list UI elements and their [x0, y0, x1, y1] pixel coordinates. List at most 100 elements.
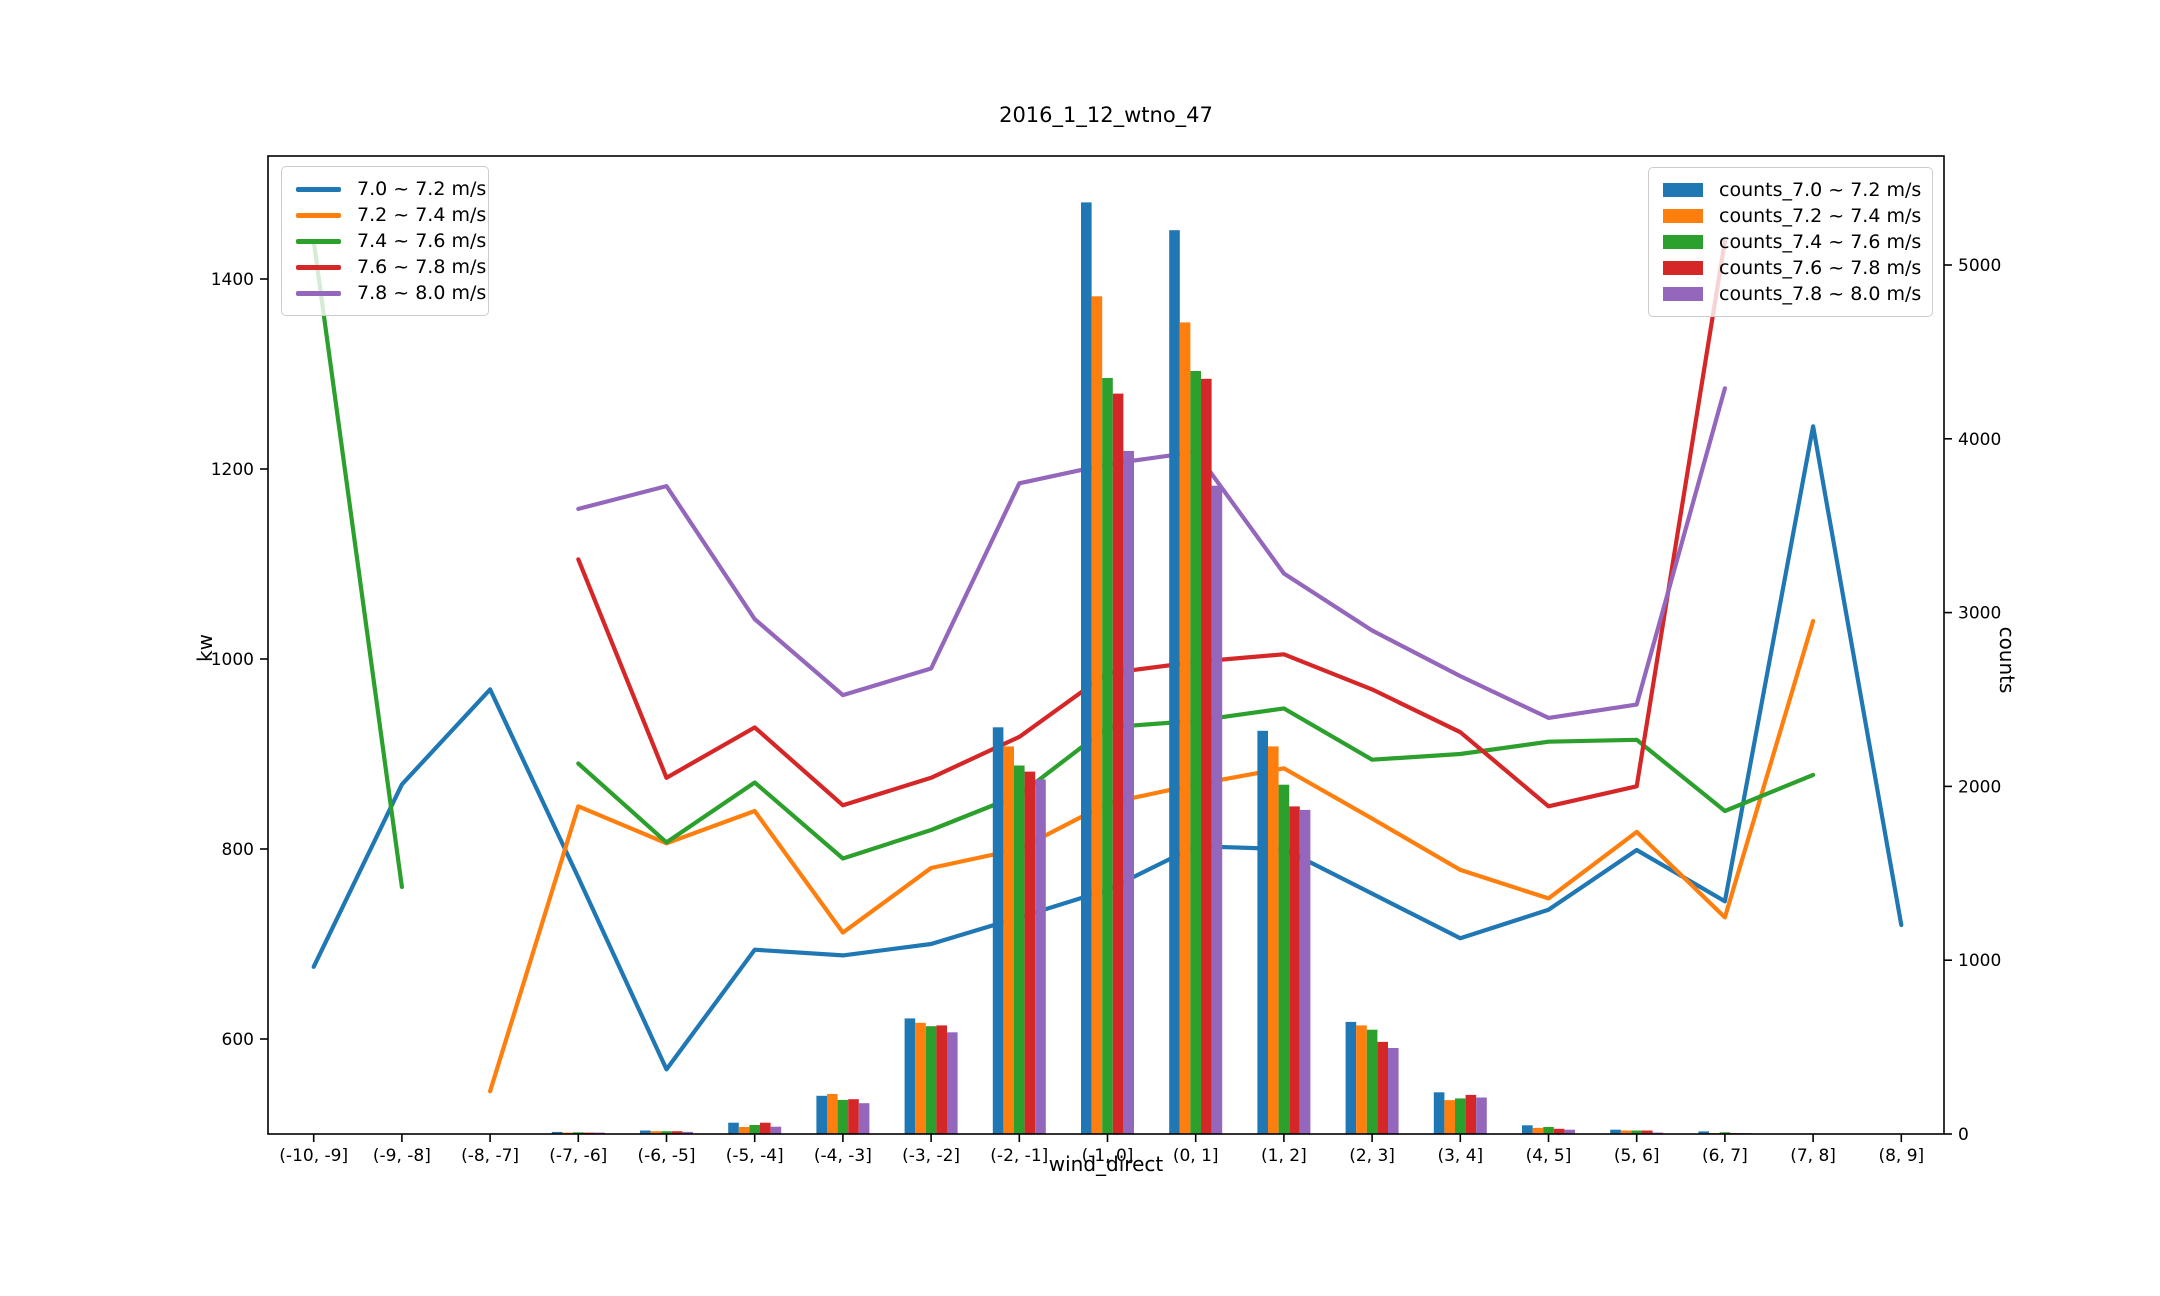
- legend-item: 7.4 ~ 7.6 m/s: [296, 228, 486, 254]
- bar: [1278, 784, 1290, 1134]
- legend-label: counts_7.0 ~ 7.2 m/s: [1719, 179, 1922, 201]
- legend-swatch: [296, 186, 341, 192]
- legend-label: counts_7.4 ~ 7.6 m/s: [1719, 231, 1922, 253]
- legend-label: 7.4 ~ 7.6 m/s: [357, 230, 487, 252]
- bar: [992, 727, 1004, 1134]
- bar: [661, 1131, 672, 1134]
- bar: [551, 1131, 563, 1134]
- bar: [1553, 1128, 1565, 1134]
- bar: [1444, 1100, 1455, 1134]
- bar-series-1: [562, 296, 1720, 1134]
- legend-item: 7.0 ~ 7.2 m/s: [296, 176, 486, 202]
- bar-series-3: [583, 378, 1741, 1135]
- bar: [770, 1126, 782, 1134]
- x-tick-label: (8, 9]: [1878, 1146, 1924, 1166]
- left-axis-ticks: 600 800 1000 1200 1400: [211, 270, 268, 1050]
- bar: [1388, 1048, 1399, 1134]
- bar: [1190, 371, 1201, 1134]
- x-tick-label: (3, 4]: [1437, 1146, 1483, 1166]
- x-tick-label: (2, 3]: [1349, 1146, 1395, 1166]
- bar: [1024, 771, 1036, 1134]
- x-tick-label: (-3, -2]: [902, 1146, 960, 1166]
- x-tick-label: (-7, -6]: [549, 1146, 607, 1166]
- legend-swatch: [1663, 183, 1703, 197]
- bar: [1003, 746, 1014, 1134]
- x-tick-label: (6, 7]: [1702, 1146, 1748, 1166]
- bar: [1532, 1127, 1544, 1134]
- x-tick-label: (-4, -3]: [814, 1146, 872, 1166]
- bar: [728, 1122, 739, 1134]
- x-tick-label: (5, 6]: [1614, 1146, 1660, 1166]
- legend-label: 7.6 ~ 7.8 m/s: [357, 256, 487, 278]
- bar: [1081, 202, 1092, 1134]
- bar: [904, 1018, 916, 1134]
- legend-item: counts_7.2 ~ 7.4 m/s: [1663, 203, 1921, 229]
- bar: [1268, 746, 1279, 1134]
- x-tick-label: (-10, -9]: [279, 1146, 348, 1166]
- right-tick-label: 0: [1958, 1125, 1969, 1145]
- bar: [1366, 1029, 1378, 1134]
- bar: [1102, 378, 1113, 1134]
- bar: [1211, 485, 1223, 1134]
- bar: [1299, 809, 1311, 1134]
- bar: [671, 1131, 683, 1134]
- legend-item: counts_7.8 ~ 8.0 m/s: [1663, 281, 1922, 307]
- bar: [936, 1025, 947, 1134]
- legend-label: counts_7.6 ~ 7.8 m/s: [1719, 257, 1922, 279]
- x-tick-label: (4, 5]: [1526, 1146, 1572, 1166]
- bar: [1642, 1130, 1653, 1134]
- legend-swatch: [1663, 209, 1703, 223]
- legend-swatch: [1663, 261, 1703, 275]
- bar: [1179, 322, 1191, 1134]
- right-tick-label: 2000: [1958, 777, 2001, 797]
- x-tick-label: (-6, -5]: [638, 1146, 696, 1166]
- left-y-axis-label: kw: [193, 634, 217, 662]
- bar: [1169, 230, 1180, 1134]
- bar: [1377, 1041, 1388, 1134]
- bar: [848, 1099, 859, 1134]
- bar: [650, 1131, 662, 1134]
- bar: [858, 1103, 870, 1134]
- x-tick-label: (7, 8]: [1790, 1146, 1836, 1166]
- legend-swatch: [296, 264, 341, 270]
- x-tick-label: (-2, -1]: [990, 1146, 1048, 1166]
- x-tick-label: (-8, -7]: [461, 1146, 519, 1166]
- right-axis-ticks: 0 1000 2000 3000 4000 5000: [1944, 256, 2001, 1145]
- bar: [915, 1022, 926, 1134]
- legend-label: 7.8 ~ 8.0 m/s: [357, 282, 487, 304]
- legend-item: 7.6 ~ 7.8 m/s: [296, 254, 486, 280]
- x-axis-label: wind_direct: [1048, 1152, 1164, 1176]
- bar: [1289, 806, 1300, 1134]
- x-tick-label: (-1, 0]: [1082, 1146, 1134, 1166]
- legend-item: counts_7.6 ~ 7.8 m/s: [1663, 255, 1922, 281]
- legend-label: counts_7.8 ~ 8.0 m/s: [1719, 283, 1922, 305]
- bar: [1465, 1094, 1477, 1134]
- legend-swatch: [1663, 235, 1703, 249]
- bar: [1345, 1021, 1357, 1134]
- right-tick-label: 5000: [1958, 256, 2001, 276]
- bar: [1201, 378, 1212, 1134]
- legend-swatch: [296, 212, 341, 218]
- legend-item: counts_7.4 ~ 7.6 m/s: [1663, 229, 1922, 255]
- x-tick-label: (-9, -8]: [373, 1146, 431, 1166]
- bar: [1522, 1125, 1533, 1134]
- x-tick-label: (0, 1]: [1173, 1146, 1219, 1166]
- bar: [1564, 1129, 1575, 1134]
- bar: [1476, 1097, 1487, 1134]
- bar: [1123, 451, 1134, 1134]
- x-tick-label: (1, 2]: [1261, 1146, 1307, 1166]
- legend-swatch: [296, 290, 341, 296]
- legend-label: 7.2 ~ 7.4 m/s: [357, 204, 487, 226]
- bar-series-0: [551, 202, 1709, 1134]
- legend-swatch: [1663, 287, 1703, 301]
- bar: [573, 1132, 584, 1134]
- bar: [749, 1125, 760, 1134]
- x-tick-label: (-5, -4]: [726, 1146, 784, 1166]
- right-y-axis-label: counts: [1995, 626, 2019, 694]
- left-tick-label: 600: [222, 1030, 254, 1050]
- legend-item: 7.2 ~ 7.4 m/s: [296, 202, 486, 228]
- bar: [1620, 1130, 1632, 1134]
- bar: [827, 1094, 838, 1134]
